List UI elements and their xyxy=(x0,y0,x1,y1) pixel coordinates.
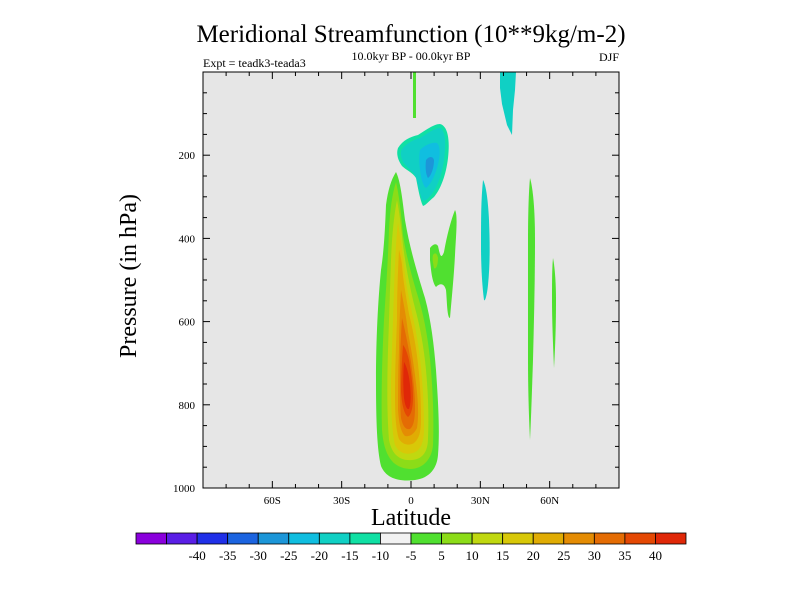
colorbar-label: -5 xyxy=(406,548,417,563)
colorbar-label: -10 xyxy=(372,548,389,563)
colorbar-swatch xyxy=(563,532,595,545)
experiment-label: Expt = teadk3-teada3 xyxy=(203,56,306,70)
colorbar-swatch xyxy=(288,532,320,545)
y-axis: 200 400 600 800 1000 xyxy=(173,71,619,495)
y-tick-label: 200 xyxy=(179,150,196,162)
upper-cell-core xyxy=(425,157,434,178)
y-axis-title: Pressure (in hPa) xyxy=(116,194,142,358)
x-tick-label: 30N xyxy=(471,495,490,507)
y-tick-label: 800 xyxy=(179,400,196,412)
x-tick-label: 0 xyxy=(408,495,414,507)
colorbar-label: -35 xyxy=(219,548,236,563)
colorbar: -40 -35 -30 -25 -20 -15 -10 -5 5 10 15 20 25 30 35 40 xyxy=(135,532,687,563)
colorbar-label: -40 xyxy=(188,548,205,563)
colorbar-swatch xyxy=(471,532,504,545)
colorbar-swatch xyxy=(624,532,656,545)
y-tick-label: 400 xyxy=(179,233,196,245)
upper-positive-line xyxy=(413,72,416,118)
chart-subtitle: 10.0kyr BP - 00.0kyr BP xyxy=(352,49,471,63)
colorbar-swatch xyxy=(655,532,687,545)
colorbar-label: -15 xyxy=(341,548,358,563)
chart-title: Meridional Streamfunction (10**9kg/m-2) xyxy=(196,21,625,48)
x-tick-label: 60S xyxy=(264,495,281,507)
filament-equator-east xyxy=(430,210,457,318)
colorbar-swatch xyxy=(257,532,290,545)
filament-30n-negative xyxy=(481,180,490,301)
colorbar-swatch xyxy=(410,532,442,545)
filament-equator-east-inner xyxy=(432,253,438,269)
x-tick-label: 60N xyxy=(540,495,559,507)
colorbar-label: 5 xyxy=(438,548,445,563)
colorbar-label: 20 xyxy=(527,548,540,563)
colorbar-label: -20 xyxy=(311,548,328,563)
colorbar-label: -25 xyxy=(280,548,297,563)
colorbar-label: 40 xyxy=(649,548,662,563)
x-axis-title: Latitude xyxy=(371,505,451,531)
tropopause-negative-tongue xyxy=(500,72,516,135)
colorbar-label: -30 xyxy=(250,548,267,563)
colorbar-swatch xyxy=(502,532,534,545)
colorbar-label: 25 xyxy=(557,548,570,563)
colorbar-swatch xyxy=(349,532,381,545)
colorbar-swatch xyxy=(227,532,259,545)
y-tick-label: 1000 xyxy=(173,483,196,495)
contour-fills xyxy=(376,72,556,481)
season-label: DJF xyxy=(599,50,619,64)
main-cell-peak xyxy=(403,362,411,410)
colorbar-label: 35 xyxy=(618,548,631,563)
colorbar-swatch xyxy=(441,532,473,545)
y-tick-label: 600 xyxy=(179,317,196,329)
colorbar-swatch xyxy=(380,532,412,545)
x-tick-label: 30S xyxy=(333,495,350,507)
colorbar-swatch xyxy=(166,532,198,545)
colorbar-label: 30 xyxy=(588,548,601,563)
colorbar-label: 10 xyxy=(466,548,479,563)
colorbar-swatch xyxy=(196,532,229,545)
colorbar-swatch xyxy=(532,532,565,545)
filament-50n-positive xyxy=(528,178,535,440)
colorbar-swatch xyxy=(135,532,167,545)
x-axis: 60S 30S 0 30N 60N xyxy=(202,72,620,507)
filament-62n-positive xyxy=(552,258,556,368)
colorbar-label: 15 xyxy=(496,548,509,563)
colorbar-swatch xyxy=(593,532,626,545)
colorbar-swatch xyxy=(318,532,351,545)
